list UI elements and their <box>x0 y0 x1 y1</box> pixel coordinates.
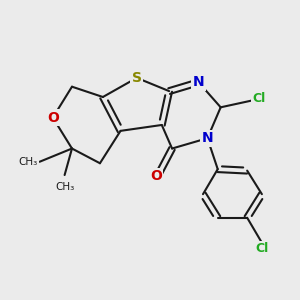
Text: O: O <box>47 111 59 124</box>
Text: S: S <box>132 71 142 85</box>
Text: N: N <box>193 75 204 89</box>
Text: Cl: Cl <box>252 92 266 105</box>
Text: CH₃: CH₃ <box>55 182 74 192</box>
Text: CH₃: CH₃ <box>19 157 38 167</box>
Text: O: O <box>150 169 162 184</box>
Text: Cl: Cl <box>255 242 268 255</box>
Text: N: N <box>202 131 213 145</box>
